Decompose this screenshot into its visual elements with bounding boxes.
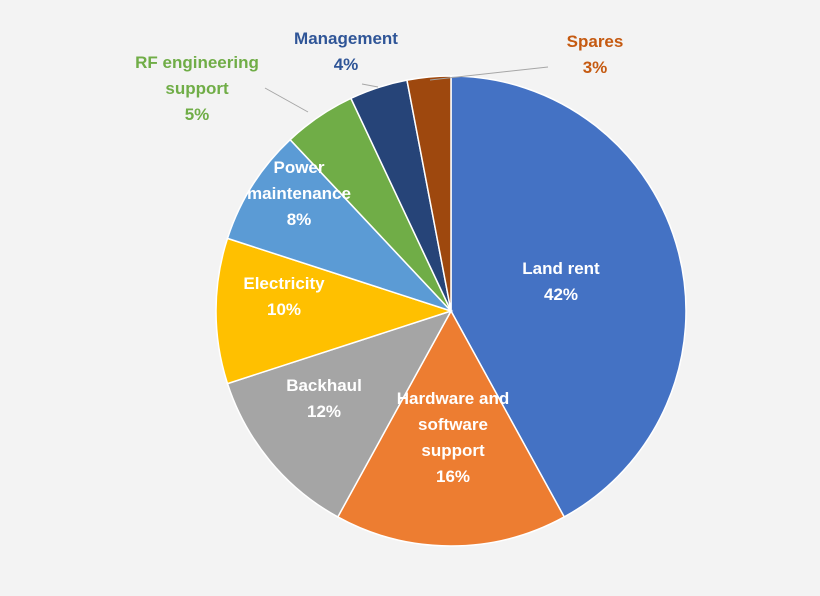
leader-line-spares (429, 66, 549, 81)
slice-name-power-maintenance: Power (273, 158, 324, 177)
slice-value-hardware-and-software-support: 16% (436, 467, 470, 486)
slice-value-land-rent: 42% (544, 285, 578, 304)
leader-line-rf-engineering-support (264, 87, 309, 113)
slice-name-management: Management (294, 29, 398, 48)
leader-line-management (361, 83, 379, 88)
pie-slice-power-maintenance (226, 138, 452, 312)
slice-value-power-maintenance: 8% (287, 210, 312, 229)
slice-name-power-maintenance: maintenance (247, 184, 351, 203)
pie-slice-hardware-and-software-support (336, 309, 566, 547)
slice-label-spares: Spares 3% (567, 32, 624, 77)
leader-lines (264, 66, 549, 113)
slice-name-rf-engineering-support: support (165, 79, 229, 98)
slice-label-management: Management 4% (294, 29, 398, 74)
pie-slices (215, 75, 687, 547)
slice-value-electricity: 10% (267, 300, 301, 319)
slice-label-backhaul: Backhaul 12% (286, 376, 362, 421)
slice-value-backhaul: 12% (307, 402, 341, 421)
slice-name-rf-engineering-support: RF engineering (135, 53, 259, 72)
slice-name-spares: Spares (567, 32, 624, 51)
pie-slice-land-rent (450, 75, 687, 518)
slice-label-land-rent: Land rent 42% (522, 259, 600, 304)
slice-value-spares: 3% (583, 58, 608, 77)
slice-name-hardware-and-software-support: software (418, 415, 488, 434)
slice-label-electricity: Electricity 10% (243, 274, 325, 319)
slice-name-electricity: Electricity (243, 274, 325, 293)
pie-slice-backhaul (226, 309, 453, 518)
slice-name-backhaul: Backhaul (286, 376, 362, 395)
slice-label-power-maintenance: Power maintenance 8% (247, 158, 351, 229)
slice-value-rf-engineering-support: 5% (185, 105, 210, 124)
pie-slice-spares (406, 75, 452, 312)
slice-value-management: 4% (334, 55, 359, 74)
slice-label-hardware-and-software-support: Hardware and software support 16% (397, 389, 509, 486)
slice-label-rf-engineering-support: RF engineering support 5% (135, 53, 259, 124)
slice-name-hardware-and-software-support: Hardware and (397, 389, 509, 408)
slice-name-hardware-and-software-support: support (421, 441, 485, 460)
pie-slice-electricity (215, 237, 454, 385)
slice-name-land-rent: Land rent (522, 259, 600, 278)
slice-labels: Land rent 42% Hardware and software support 1… (135, 29, 623, 486)
